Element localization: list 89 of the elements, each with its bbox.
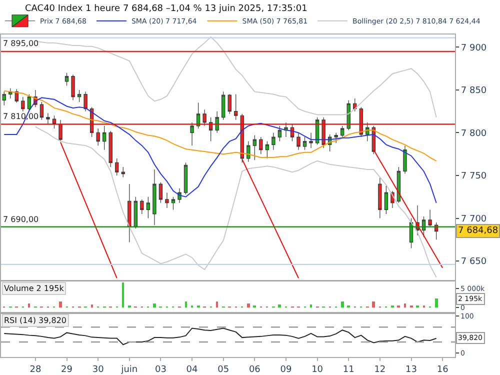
candlestick	[2, 91, 6, 106]
candlestick	[146, 196, 150, 219]
candlestick	[134, 196, 138, 229]
x-tick-label: 10	[312, 364, 324, 375]
x-tick-label: 11	[342, 364, 354, 375]
candlestick	[228, 94, 232, 114]
candlestick	[77, 90, 82, 102]
x-tick-label: 29	[61, 364, 73, 375]
x-tick-label: 30	[92, 364, 104, 375]
candlestick	[128, 184, 132, 243]
line-series	[4, 328, 437, 346]
y-tick-label: 7 750	[460, 172, 487, 182]
candlestick	[302, 136, 307, 150]
bar	[404, 304, 406, 308]
candlestick	[171, 196, 176, 210]
candlestick	[246, 140, 250, 162]
bar	[153, 304, 156, 308]
candlestick	[340, 126, 344, 138]
chart-title: Volume 2 195k	[4, 284, 64, 293]
candlestick	[140, 199, 144, 214]
candlestick	[115, 158, 119, 176]
ref-line-label: 7 895,00	[3, 39, 39, 48]
candlestick	[158, 182, 163, 204]
bar	[247, 304, 250, 308]
candlestick	[378, 176, 382, 219]
candlestick	[165, 192, 169, 208]
x-tick-label: 04	[186, 364, 198, 375]
candlestick	[322, 117, 326, 148]
candlestick	[96, 128, 100, 146]
candlestick	[259, 136, 263, 154]
candlestick	[64, 72, 69, 86]
x-tick-label: juin	[120, 364, 138, 375]
candlestick	[46, 112, 50, 124]
candlestick	[396, 166, 401, 204]
annotation: 7 684,68	[458, 226, 498, 236]
x-tick-label: 03	[154, 364, 166, 375]
y-tick-label: 7 700	[460, 214, 487, 224]
candlestick	[202, 109, 206, 126]
candlestick	[58, 120, 62, 142]
line-series	[4, 97, 437, 204]
candlestick	[403, 145, 407, 174]
y-tick-label: 7 650	[460, 257, 487, 268]
ref-line-label: 7 690,00	[3, 215, 39, 224]
candlestick	[334, 132, 338, 144]
chart-title: RSI (14) 39,820	[4, 316, 66, 325]
candlestick	[40, 102, 44, 120]
y-tick-label: 7 900	[460, 43, 487, 54]
candlestick	[102, 126, 106, 150]
candlestick	[190, 122, 194, 146]
bar	[435, 298, 438, 308]
candlestick	[21, 96, 25, 112]
candlestick	[184, 162, 188, 195]
bar	[59, 302, 62, 308]
x-tick-label: 05	[218, 364, 230, 375]
x-tick-label: 13	[406, 364, 417, 375]
x-tick-label: 09	[280, 364, 292, 375]
bar	[278, 304, 281, 308]
x-tick-label: 28	[30, 364, 42, 375]
candlestick	[265, 140, 270, 159]
candlestick	[296, 132, 300, 150]
candlestick	[152, 169, 156, 226]
bar	[341, 302, 344, 308]
x-tick-label: 16	[436, 364, 449, 375]
bar	[372, 302, 375, 308]
bar	[28, 304, 30, 308]
candlestick	[108, 130, 112, 168]
y-tick-label: 7 800	[460, 128, 487, 139]
candlestick	[252, 135, 256, 160]
candlestick	[222, 91, 226, 120]
chart-title: CAC40 Index 1 heure 7 684,68 –1,04 % 13 juin 2025, 17:35:01	[25, 4, 308, 14]
candlestick	[71, 74, 75, 101]
bar	[216, 302, 218, 308]
line-series	[4, 90, 437, 162]
candlestick	[272, 132, 276, 150]
bar	[122, 282, 124, 308]
candlestick	[278, 126, 282, 142]
bar	[91, 304, 93, 308]
candlestick	[384, 185, 388, 214]
candlestick	[309, 132, 313, 148]
candlestick	[366, 122, 370, 142]
bar	[310, 304, 312, 308]
y-tick-label: 7 850	[460, 86, 487, 96]
x-tick-label: 06	[248, 364, 261, 375]
candlestick	[121, 166, 125, 178]
candlestick	[84, 91, 88, 112]
x-tick-label: 12	[374, 364, 386, 375]
candlestick	[234, 94, 238, 120]
bar	[185, 302, 187, 308]
candlestick	[428, 209, 432, 228]
